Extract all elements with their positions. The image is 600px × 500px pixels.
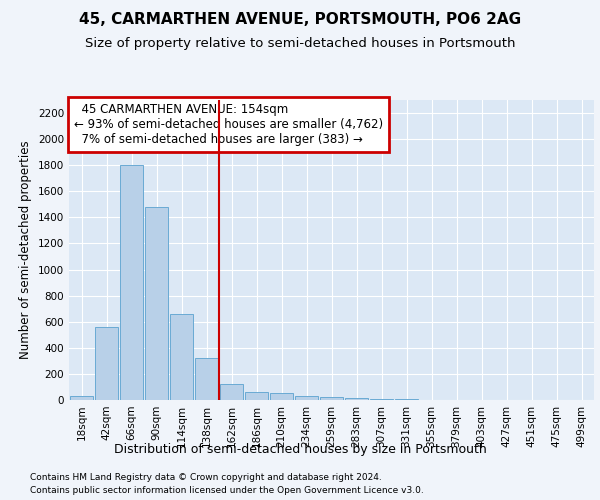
Text: 45, CARMARTHEN AVENUE, PORTSMOUTH, PO6 2AG: 45, CARMARTHEN AVENUE, PORTSMOUTH, PO6 2…: [79, 12, 521, 28]
Bar: [220, 384, 244, 400]
Bar: [295, 396, 319, 400]
Text: Contains public sector information licensed under the Open Government Licence v3: Contains public sector information licen…: [30, 486, 424, 495]
Bar: [370, 398, 394, 400]
Bar: [95, 327, 118, 400]
Text: Distribution of semi-detached houses by size in Portsmouth: Distribution of semi-detached houses by …: [113, 442, 487, 456]
Y-axis label: Number of semi-detached properties: Number of semi-detached properties: [19, 140, 32, 360]
Bar: [170, 314, 193, 400]
Bar: [145, 207, 169, 400]
Bar: [269, 393, 293, 400]
Text: 45 CARMARTHEN AVENUE: 154sqm  
← 93% of semi-detached houses are smaller (4,762): 45 CARMARTHEN AVENUE: 154sqm ← 93% of se…: [74, 103, 383, 146]
Bar: [245, 392, 268, 400]
Bar: [194, 358, 218, 400]
Bar: [320, 398, 343, 400]
Text: Size of property relative to semi-detached houses in Portsmouth: Size of property relative to semi-detach…: [85, 38, 515, 51]
Text: Contains HM Land Registry data © Crown copyright and database right 2024.: Contains HM Land Registry data © Crown c…: [30, 472, 382, 482]
Bar: [70, 396, 94, 400]
Bar: [344, 398, 368, 400]
Bar: [119, 165, 143, 400]
